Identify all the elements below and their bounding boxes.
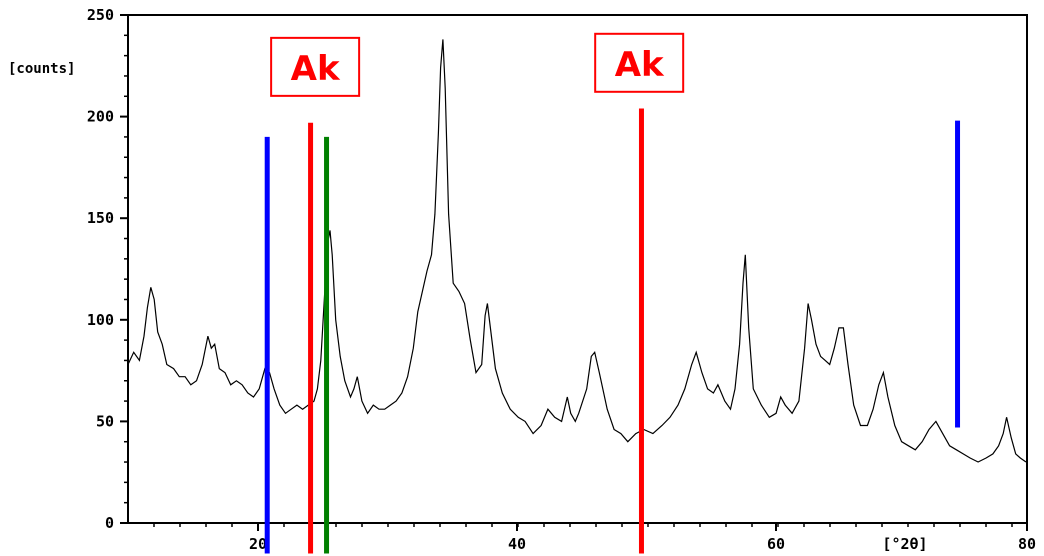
x-axis-title: [°2θ] bbox=[882, 535, 927, 553]
y-tick-label: 50 bbox=[96, 412, 114, 430]
markers bbox=[264, 108, 961, 554]
x-tick-label: 80 bbox=[1018, 535, 1036, 553]
x-tick-label: 40 bbox=[508, 535, 526, 553]
annotation-box bbox=[594, 32, 685, 93]
plot-frame bbox=[127, 14, 1028, 524]
series-line bbox=[127, 39, 1027, 463]
axes bbox=[127, 14, 1028, 524]
x-tick-label: 20 bbox=[249, 535, 267, 553]
y-tick-label: 0 bbox=[105, 514, 114, 532]
x-tick-label: 60 bbox=[767, 535, 785, 553]
annotation-label: Ak bbox=[291, 49, 341, 89]
y-axis-title: [counts] bbox=[8, 61, 75, 77]
annotations: Ak Ak bbox=[270, 32, 685, 97]
y-tick-label: 150 bbox=[87, 209, 114, 227]
y-tick-label: 250 bbox=[87, 6, 114, 24]
series bbox=[127, 39, 1027, 463]
ticks: 0 50 100 150 200 250 20 40 60 80 bbox=[87, 6, 1036, 553]
y-tick-label: 200 bbox=[87, 108, 114, 126]
y-tick-label: 100 bbox=[87, 311, 114, 329]
annotation-box bbox=[270, 36, 361, 97]
annotation-label: Ak bbox=[615, 45, 665, 85]
